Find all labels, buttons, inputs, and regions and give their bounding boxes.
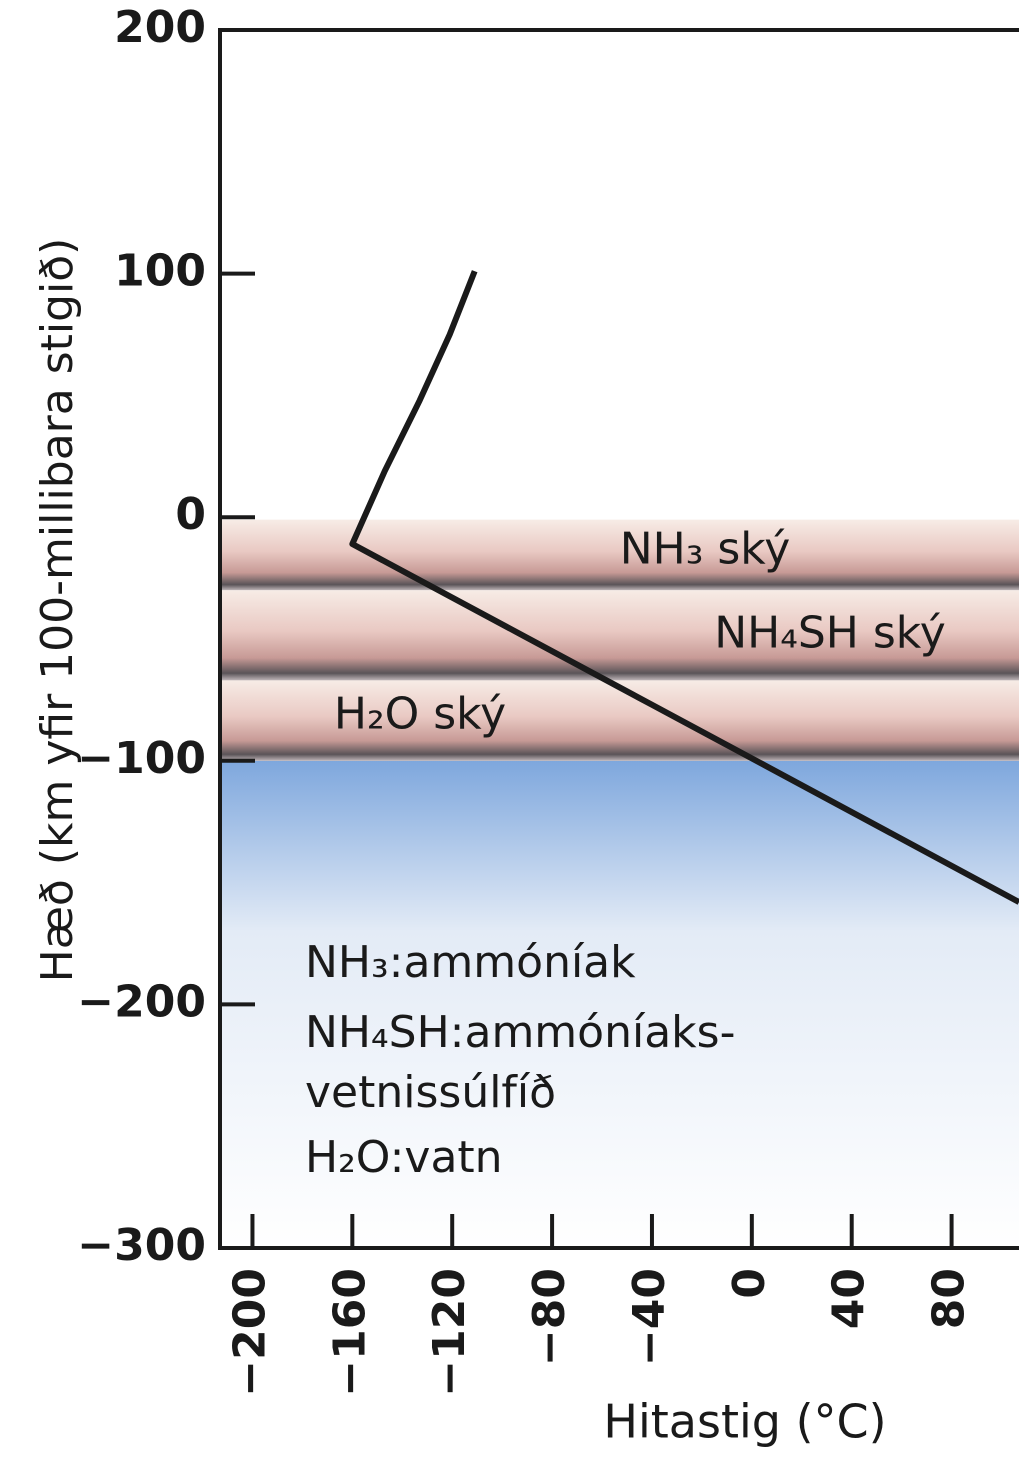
cloud-label: NH₄SH ský <box>714 607 946 658</box>
key-text: vetnissúlfíð <box>305 1067 556 1118</box>
x-axis-label: Hitastig (°C) <box>603 1395 886 1449</box>
y-tick-label: −100 <box>77 733 206 784</box>
y-tick-label: 200 <box>114 2 206 53</box>
y-tick-label: 100 <box>114 246 206 297</box>
key-text: NH₄SH:ammóníaks- <box>305 1007 735 1058</box>
x-tick-label: −160 <box>324 1268 375 1397</box>
x-tick-label: 80 <box>924 1268 975 1329</box>
x-tick-label: −40 <box>624 1268 675 1366</box>
chart: Hæð (km yfir 100-millibara stigið) Hitas… <box>0 0 1019 1459</box>
x-tick-label: 0 <box>724 1268 775 1299</box>
key-text: NH₃:ammóníak <box>305 937 636 988</box>
x-tick-label: −80 <box>524 1268 575 1366</box>
y-axis-label: Hæð (km yfir 100-millibara stigið) <box>32 238 83 983</box>
key-text: H₂O:vatn <box>305 1132 503 1183</box>
cloud-label: H₂O ský <box>334 689 506 740</box>
x-tick-label: 40 <box>824 1268 875 1329</box>
y-tick-label: −300 <box>77 1220 206 1271</box>
x-tick-label: −120 <box>424 1268 475 1397</box>
x-tick-label: −200 <box>224 1268 275 1397</box>
cloud-label: NH₃ ský <box>620 523 791 574</box>
y-tick-label: 0 <box>175 489 206 540</box>
y-tick-label: −200 <box>77 976 206 1027</box>
